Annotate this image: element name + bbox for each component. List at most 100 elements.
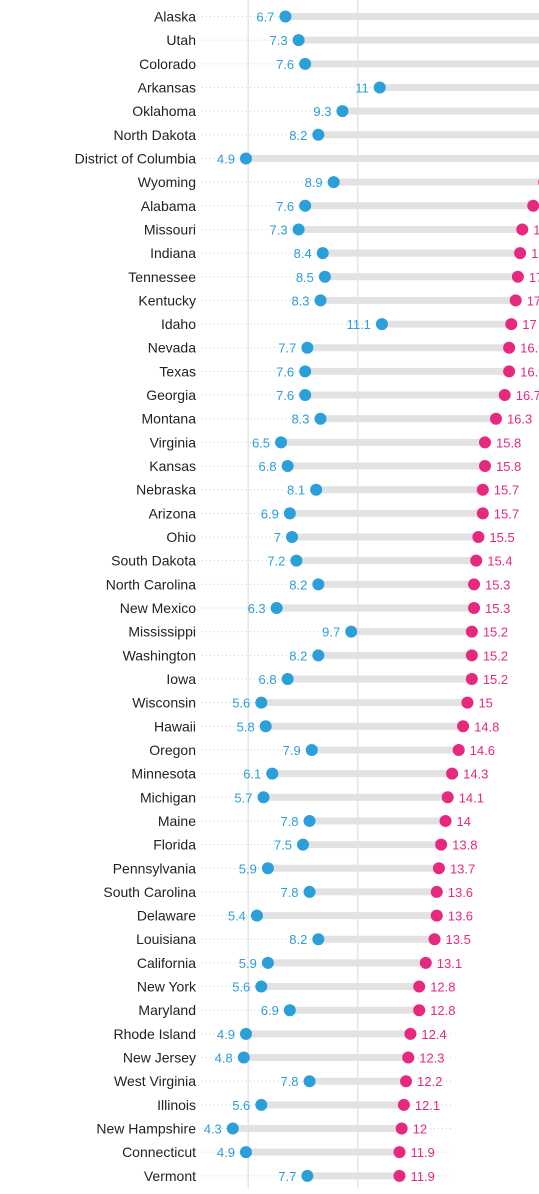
high-dot — [478, 460, 491, 473]
high-value-label: 16.9 — [520, 364, 539, 379]
low-dot — [257, 791, 270, 804]
high-dot — [393, 1146, 406, 1159]
low-dot — [314, 412, 327, 425]
low-dot — [275, 436, 288, 449]
low-value-label: 6.7 — [256, 10, 274, 25]
high-dot — [516, 223, 529, 236]
low-value-label: 11 — [355, 80, 369, 95]
high-value-label: 12.8 — [430, 1003, 455, 1018]
high-value-label: 12.3 — [419, 1051, 444, 1066]
low-dot — [290, 554, 303, 567]
state-label: Mississippi — [128, 624, 196, 640]
low-dot — [318, 270, 331, 283]
low-dot — [239, 1146, 252, 1159]
state-label: Vermont — [144, 1168, 196, 1184]
low-dot — [310, 483, 323, 496]
row-arkansas: Arkansas1119.7 — [138, 79, 539, 95]
high-value-label: 16.3 — [507, 412, 532, 427]
state-label: Maine — [158, 813, 196, 829]
low-value-label: 5.6 — [232, 1098, 250, 1113]
low-dot — [255, 696, 268, 709]
high-dot — [432, 862, 445, 875]
high-value-label: 15.2 — [483, 625, 508, 640]
state-label: New Jersey — [123, 1050, 196, 1066]
low-value-label: 6.9 — [261, 506, 279, 521]
row-delaware: Delaware 5.4 13.6 — [137, 908, 473, 924]
low-value-label: 4.3 — [204, 1122, 222, 1137]
state-label: Nevada — [148, 340, 196, 356]
low-dot — [312, 933, 325, 946]
row-washington: Washington 8.2 15.2 — [123, 647, 509, 663]
state-label: Hawaii — [154, 718, 196, 734]
high-dot — [509, 294, 522, 307]
low-dot — [281, 672, 294, 685]
state-label: Georgia — [146, 387, 196, 403]
state-label: Louisiana — [136, 931, 196, 947]
row-michigan: Michigan 5.7 14.1 — [140, 789, 484, 805]
high-dot — [476, 507, 489, 520]
low-dot — [316, 247, 329, 260]
high-value-label: 15.2 — [483, 672, 508, 687]
high-value-label: 15.5 — [489, 530, 514, 545]
row-florida: Florida 7.5 13.8 — [153, 837, 477, 853]
state-label: Utah — [166, 32, 196, 48]
high-dot — [503, 341, 516, 354]
state-label: Delaware — [137, 908, 196, 924]
low-value-label: 8.1 — [287, 483, 305, 498]
state-label: Rhode Island — [113, 1026, 196, 1042]
row-minnesota: Minnesota 6.1 14.3 — [131, 766, 488, 782]
row-ohio: Ohio 7 15.5 — [166, 529, 514, 545]
low-value-label: 7.5 — [274, 838, 292, 853]
row-california: California 5.9 13.1 — [137, 955, 462, 971]
state-label: California — [137, 955, 196, 971]
low-value-label: 7.7 — [278, 1169, 296, 1184]
low-value-label: 8.3 — [291, 412, 309, 427]
row-new-mexico: New Mexico 6.3 15.3 — [120, 600, 511, 616]
row-south-carolina: South Carolina 7.8 13.6 — [103, 884, 473, 900]
high-value-label: 12.8 — [430, 980, 455, 995]
high-dot — [419, 956, 432, 969]
low-value-label: 5.6 — [232, 980, 250, 995]
high-dot — [430, 909, 443, 922]
low-dot — [281, 460, 294, 473]
high-value-label: 14.1 — [459, 790, 484, 805]
low-dot — [375, 318, 388, 331]
high-value-label: 13.1 — [437, 956, 462, 971]
state-label: Iowa — [166, 671, 196, 687]
row-new-york: New York 5.6 12.8 — [137, 979, 456, 995]
low-value-label: 8.2 — [289, 648, 307, 663]
high-value-label: 12.1 — [415, 1098, 440, 1113]
row-idaho: Idaho 11.1 17 — [161, 316, 537, 332]
high-value-label: 13.6 — [448, 909, 473, 924]
low-value-label: 8.2 — [289, 128, 307, 143]
low-dot — [292, 34, 305, 47]
row-wisconsin: Wisconsin 5.6 15 — [132, 695, 493, 711]
state-label: Kentucky — [138, 292, 196, 308]
high-dot — [468, 578, 481, 591]
state-label: Illinois — [157, 1097, 196, 1113]
high-value-label: 14 — [457, 814, 471, 829]
low-value-label: 8.2 — [289, 577, 307, 592]
low-value-label: 7.3 — [270, 33, 288, 48]
low-dot — [237, 1051, 250, 1064]
low-value-label: 7.9 — [283, 743, 301, 758]
low-value-label: 7.7 — [278, 341, 296, 356]
high-value-label: 13.7 — [450, 861, 475, 876]
state-label: Indiana — [150, 245, 196, 261]
low-value-label: 7.8 — [280, 885, 298, 900]
high-value-label: 15.7 — [494, 506, 519, 521]
low-dot — [312, 578, 325, 591]
row-iowa: Iowa 6.8 15.2 — [166, 671, 508, 687]
high-value-label: 13.6 — [448, 885, 473, 900]
row-indiana: Indiana 8.4 17.4 — [150, 245, 539, 261]
state-label: Alaska — [154, 9, 196, 25]
low-dot — [250, 909, 263, 922]
low-value-label: 6.5 — [252, 435, 270, 450]
low-dot — [261, 862, 274, 875]
row-montana: Montana 8.3 16.3 — [142, 411, 533, 427]
high-dot — [470, 554, 483, 567]
low-value-label: 7 — [274, 530, 281, 545]
